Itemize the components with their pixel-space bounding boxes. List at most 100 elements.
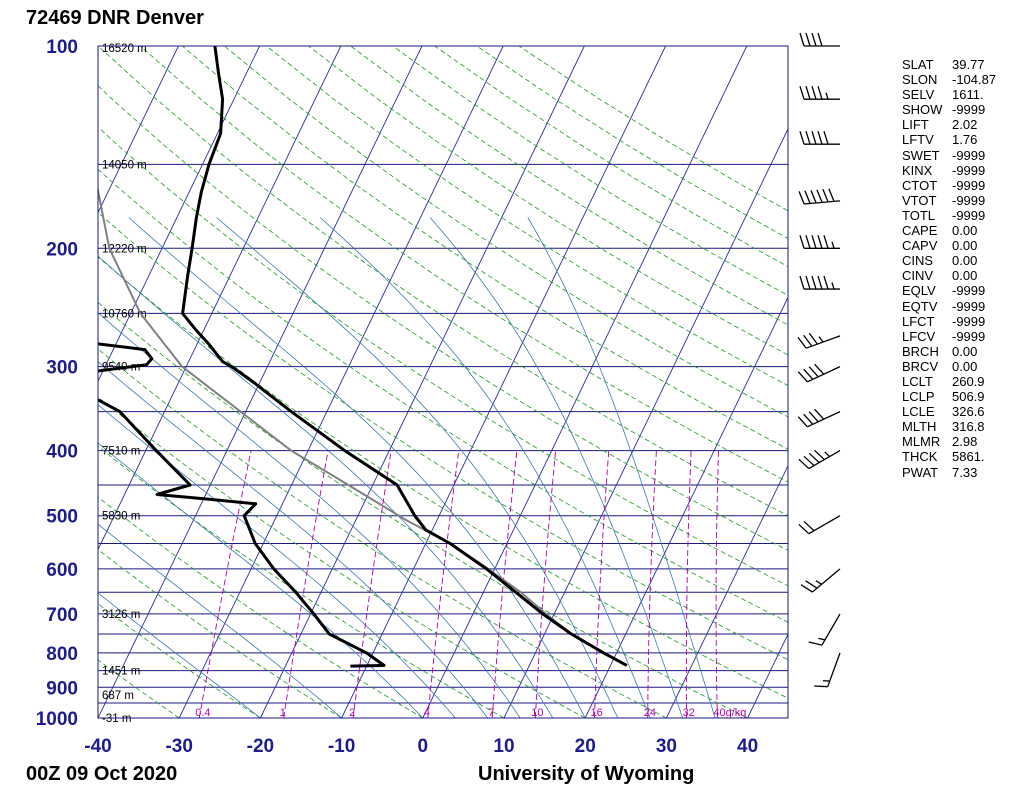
dry-adiabat	[98, 85, 788, 551]
isotherm-line	[259, 46, 585, 718]
pressure-tick-label: 500	[46, 507, 78, 528]
wind-barb	[814, 652, 841, 688]
plot-frame	[97, 45, 789, 719]
temperature-tick-label: 30	[656, 736, 677, 757]
mixing-ratio-label: 32	[683, 707, 695, 719]
temperature-tick-label: -10	[328, 736, 355, 757]
index-value: -9999	[952, 162, 986, 178]
index-key: LIFT	[902, 117, 929, 133]
index-value: 316.8	[952, 419, 985, 435]
dry-adiabat	[98, 168, 788, 623]
moist-adiabat	[98, 442, 424, 718]
moist-adiabat	[98, 523, 342, 718]
index-key: SLAT	[902, 57, 934, 72]
index-key: BRCV	[902, 358, 939, 374]
index-row: LFCT -9999	[902, 314, 1022, 329]
wind-barb	[808, 613, 841, 646]
index-key: CINV	[902, 268, 934, 284]
pressure-tick-label: 700	[46, 605, 78, 626]
index-key: LCLE	[902, 404, 935, 420]
index-row: LCLP 506.9	[902, 389, 1022, 404]
index-key: EQTV	[902, 298, 938, 314]
index-value: -9999	[952, 102, 986, 118]
index-row: SELV 1611.	[902, 87, 1022, 102]
index-value: -9999	[952, 328, 986, 344]
index-row: TOTL -9999	[902, 208, 1022, 223]
dry-adiabat	[98, 496, 424, 718]
index-key: PWAT	[902, 464, 939, 480]
isotherm-line	[178, 46, 504, 718]
chart-title: 72469 DNR Denver	[26, 7, 204, 29]
height-label: 12220 m	[102, 243, 147, 255]
isotherm-line	[422, 46, 748, 718]
index-value: -9999	[952, 207, 986, 223]
index-row: KINX -9999	[902, 163, 1022, 178]
index-row: CTOT -9999	[902, 178, 1022, 193]
index-value: -9999	[952, 177, 986, 193]
index-key: SWET	[902, 147, 940, 163]
index-row: SLON -104.87	[902, 72, 1022, 87]
index-row: BRCV 0.00	[902, 359, 1022, 374]
index-value: 0.00	[952, 238, 978, 254]
sounding-profiles	[98, 46, 628, 668]
index-value: 0.00	[952, 253, 978, 269]
moist-adiabat	[429, 217, 683, 718]
mixing-ratio-line	[198, 450, 252, 718]
pressure-tick-label: 800	[46, 644, 78, 665]
wind-barbs	[797, 32, 841, 688]
mixing-ratio-line	[491, 450, 518, 718]
height-label: 687 m	[102, 690, 134, 702]
index-key: CAPV	[902, 238, 938, 254]
isotherm-line	[341, 46, 666, 718]
dry-adiabat	[140, 46, 788, 483]
mixing-ratio-line	[352, 450, 392, 718]
pressure-tick-label: 1000	[36, 709, 78, 730]
temperature-tick-label: -40	[84, 736, 111, 757]
index-value: 1611.	[952, 87, 984, 103]
index-value: 0.00	[952, 358, 978, 374]
pressure-tick-label: 100	[46, 37, 78, 58]
wind-barb	[799, 86, 840, 100]
wind-barb	[797, 363, 841, 383]
index-key: MLMR	[902, 434, 941, 450]
index-row: VTOT -9999	[902, 193, 1022, 208]
index-value: -104.87	[952, 72, 997, 88]
mixing-ratio-line	[715, 450, 719, 718]
mixing-ratio-line	[647, 450, 657, 718]
index-key: MLTH	[902, 419, 937, 435]
wind-barb	[798, 515, 841, 535]
index-value: 1.76	[952, 132, 978, 148]
pressure-tick-label: 300	[46, 358, 78, 379]
height-label: 16520 m	[102, 43, 147, 55]
moist-adiabat	[98, 361, 489, 718]
wind-barb	[799, 32, 840, 47]
index-key: SELV	[902, 87, 935, 103]
dry-adiabat	[98, 212, 788, 661]
index-key: TOTL	[902, 207, 935, 223]
index-row: CAPV 0.00	[902, 238, 1022, 253]
index-row: CINS 0.00	[902, 253, 1022, 268]
pressure-axis: 100 200 300 400 500 600 700 800 900 1000	[36, 37, 78, 730]
index-key: VTOT	[902, 192, 937, 208]
mixing-ratio-label: 1	[280, 707, 286, 719]
index-value: 7.33	[952, 464, 978, 480]
dry-adiabat	[98, 256, 788, 699]
index-row: SHOW -9999	[902, 102, 1022, 117]
index-value: -9999	[952, 147, 986, 163]
height-label: 14050 m	[102, 159, 147, 171]
dewpoint-line	[98, 342, 386, 668]
parcel-path	[98, 185, 628, 667]
index-value: 0.00	[952, 343, 978, 359]
wind-barb	[799, 275, 840, 290]
moist-adiabat	[98, 312, 521, 718]
mixing-ratio-label: 7	[488, 707, 494, 719]
isotherm-line	[0, 46, 16, 718]
isotherm-line	[665, 464, 788, 718]
index-row: LIFT 2.02	[902, 117, 1022, 132]
wind-barb	[797, 332, 841, 349]
index-key: CAPE	[902, 223, 938, 239]
wind-barb	[799, 131, 840, 145]
wind-barb	[798, 449, 841, 470]
index-key: BRCH	[902, 343, 939, 359]
